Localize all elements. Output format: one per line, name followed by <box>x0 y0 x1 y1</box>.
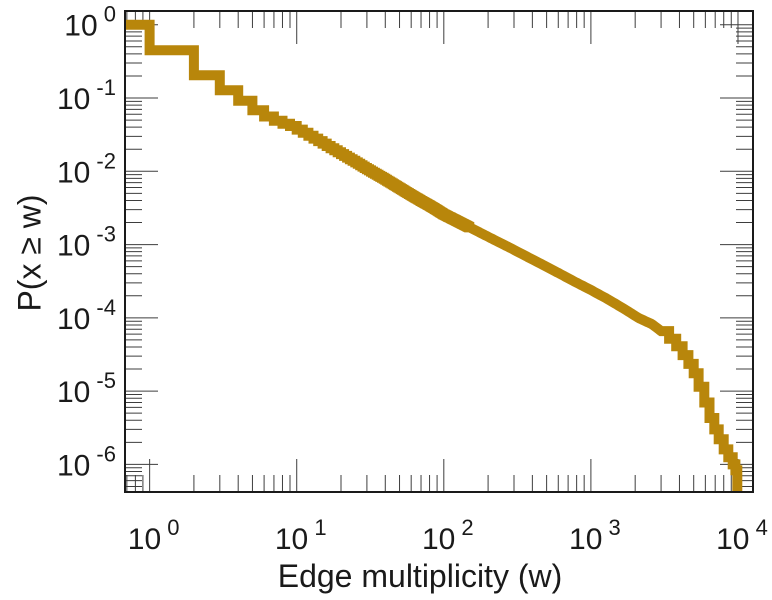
y-tick-label: 10 0 <box>64 2 116 43</box>
x-tick-label: 10 3 <box>569 515 621 556</box>
tick-labels: 10 0 10 1 10 2 10 3 10 4 10 0 10 -1 10 -2 10 -3 1… <box>57 2 768 556</box>
x-tick-label: 10 2 <box>422 515 474 556</box>
x-tick-label: 10 4 <box>716 515 768 556</box>
x-tick-label: 10 0 <box>128 515 180 556</box>
y-tick-label: 10 -4 <box>57 295 116 336</box>
y-tick-label: 10 -3 <box>57 222 116 263</box>
y-tick-label: 10 -6 <box>57 441 116 482</box>
axis-ticks <box>125 11 753 492</box>
plot-frame <box>124 10 754 493</box>
x-tick-label: 10 1 <box>275 515 327 556</box>
y-tick-label: 10 -2 <box>57 148 116 189</box>
y-axis-title: P(x ≥ w) <box>11 194 48 312</box>
y-tick-label: 10 -5 <box>57 368 116 409</box>
x-axis-title: Edge multiplicity (w) <box>277 558 563 594</box>
ccdf-curve <box>125 19 743 492</box>
y-tick-label: 10 -1 <box>57 75 116 116</box>
